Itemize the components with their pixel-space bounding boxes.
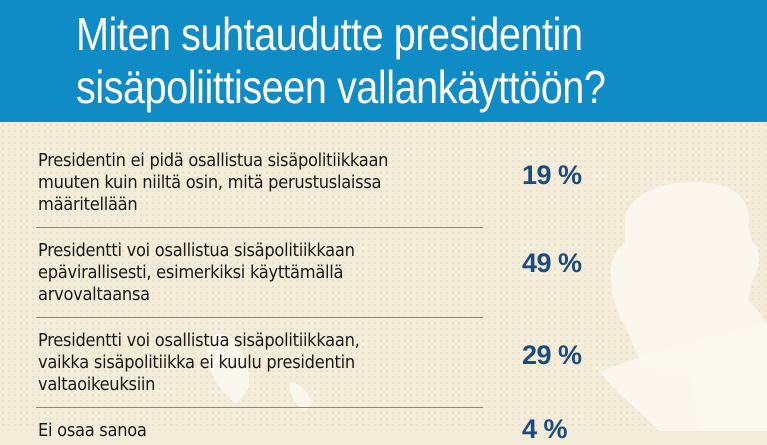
answer-label: Presidentti voi osallistua sisäpolitiikk…	[38, 331, 360, 395]
title-line-1: Miten suhtaudutte presidentin	[76, 8, 583, 60]
answer-value: 29 %	[522, 340, 582, 370]
answer-value: 4 %	[522, 414, 568, 444]
title-banner: Miten suhtaudutte presidentin sisäpoliit…	[0, 0, 767, 122]
chart-title: Miten suhtaudutte presidentin sisäpoliit…	[76, 8, 669, 114]
row-divider	[36, 407, 483, 408]
answer-value: 19 %	[522, 160, 582, 190]
answer-label: Presidentti voi osallistua sisäpolitiikk…	[38, 241, 355, 305]
answer-value: 49 %	[522, 248, 582, 278]
answer-label: Presidentin ei pidä osallistua sisäpolit…	[38, 151, 389, 215]
president-silhouette-icon	[207, 181, 767, 431]
results-panel: Presidentin ei pidä osallistua sisäpolit…	[0, 122, 767, 444]
row-divider	[36, 317, 483, 318]
row-divider	[36, 227, 483, 228]
answer-label: Ei osaa sanoa	[38, 421, 147, 441]
title-line-2: sisäpoliittiseen vallankäyttöön?	[76, 61, 606, 113]
